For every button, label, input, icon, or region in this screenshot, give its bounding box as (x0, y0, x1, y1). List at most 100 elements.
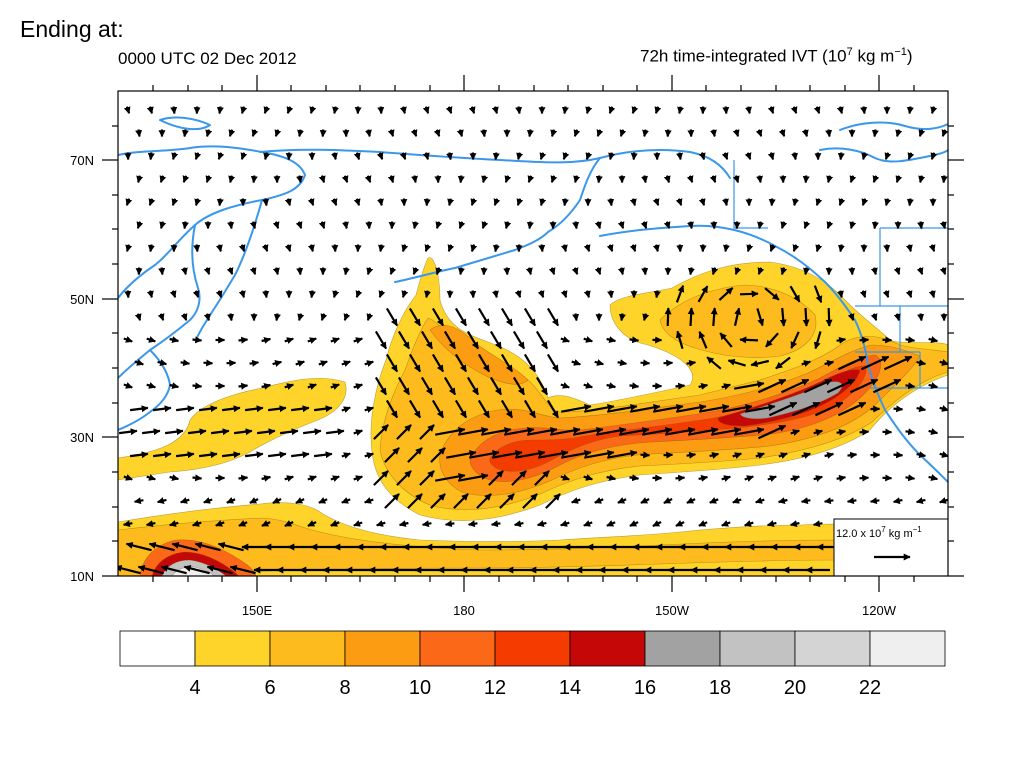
ivt-vector-arrow (757, 424, 787, 440)
ivt-vector-arrow (825, 129, 833, 138)
ivt-vector-arrow (198, 405, 218, 413)
ivt-vector-arrow (244, 451, 264, 459)
ivt-vector-arrow (663, 221, 671, 229)
ivt-vector-arrow (135, 129, 143, 138)
ivt-vector-arrow (124, 290, 132, 299)
coastline-arctic-islands (159, 116, 948, 131)
ivt-vector-arrow (387, 129, 395, 137)
ivt-vector-arrow (431, 307, 445, 327)
ivt-vector-arrow (512, 376, 526, 396)
ivt-vector-arrow (353, 198, 361, 206)
ivt-vector-arrow (803, 267, 810, 276)
coastline-siberia-north (259, 148, 731, 179)
ivt-vector-arrow (722, 403, 753, 413)
ivt-vector-arrow (640, 451, 651, 459)
ivt-vector-arrow (262, 290, 270, 299)
ivt-vector-arrow (815, 198, 823, 206)
ivt-vector-arrow (523, 353, 537, 373)
lon-label-180: 180 (453, 603, 475, 618)
ivt-vector-arrow (408, 399, 422, 419)
ivt-vector-arrow (688, 267, 695, 276)
ivt-vector-arrow (431, 399, 445, 419)
ivt-vector-arrow (397, 330, 411, 350)
ivt-vector-arrow (777, 497, 788, 505)
ivt-vector-arrow (631, 106, 639, 114)
ivt-vector-arrow (801, 452, 811, 459)
ivt-vector-arrow (686, 175, 694, 183)
ivt-vector-arrow (228, 175, 236, 184)
ivt-vector-arrow (779, 307, 787, 327)
ivt-vector-arrow (826, 378, 856, 394)
ivt-vector-arrow (869, 497, 880, 505)
ivt-vector-arrow (687, 221, 694, 230)
ivt-vector-arrow (500, 307, 514, 327)
coastline-japan (118, 349, 171, 431)
ivt-vector-arrow (697, 285, 709, 303)
ivt-vector-arrow (537, 290, 545, 298)
ivt-vector-arrow (240, 106, 248, 115)
coastline-arctic-islands-2 (819, 147, 948, 163)
ivt-vector-arrow (675, 520, 685, 527)
ivt-vector-arrow (504, 221, 512, 230)
ivt-vector-arrow (561, 403, 592, 413)
ivt-vector-arrow (792, 244, 800, 252)
ivt-vector-arrow (238, 474, 249, 482)
ivt-vector-arrow (664, 129, 672, 138)
colorbar-label: 6 (264, 677, 275, 699)
ivt-vector-arrow (837, 152, 845, 161)
ivt-vector-arrow (596, 426, 627, 436)
ivt-vector-arrow (939, 405, 948, 412)
ivt-vector-arrow (941, 129, 948, 137)
ivt-vector-arrow (916, 405, 927, 413)
ivt-vector-arrow (407, 447, 423, 463)
ivt-vector-arrow (504, 175, 512, 183)
ivt-vector-arrow (180, 359, 191, 367)
ivt-vector-arrow (504, 426, 535, 436)
ivt-vector-arrow (721, 152, 729, 160)
ivt-vector-arrow (606, 244, 614, 252)
ivt-vector-arrow (698, 152, 706, 161)
ivt-vector-arrow (734, 267, 742, 275)
ivt-vector-arrow (364, 406, 374, 413)
ivt-vector-arrow (641, 175, 648, 184)
lat-label-50n: 50N (70, 292, 94, 307)
ivt-vector-arrow (374, 376, 388, 396)
ivt-vector-arrow (366, 267, 374, 276)
ivt-vector-arrow (916, 451, 927, 459)
ivt-vector-arrow (641, 267, 649, 276)
ivt-vector-arrow (203, 313, 211, 322)
ivt-vector-arrow (503, 267, 511, 276)
ivt-vector-arrow (801, 129, 809, 138)
ivt-vector-arrow (332, 106, 339, 115)
ivt-vector-arrow (481, 175, 489, 184)
ivt-vector-arrow (307, 337, 317, 344)
ivt-vector-arrow (192, 336, 203, 344)
lat-labels: 70N 50N 30N 10N (70, 153, 94, 584)
ivt-vector-arrow (318, 360, 328, 367)
ivt-vector-arrow (412, 221, 419, 230)
ivt-vector-arrow (160, 564, 187, 575)
ivt-vector-arrow (571, 267, 579, 275)
ivt-vector-arrow (780, 267, 788, 276)
lat-ticks (102, 125, 964, 577)
ivt-vector-arrow (548, 267, 556, 275)
ivt-vector-arrow (709, 497, 719, 504)
ivt-vector-arrow (215, 244, 223, 253)
ivt-vector-arrow (251, 129, 259, 137)
lat-label-30n: 30N (70, 430, 94, 445)
reference-vector-box: 12.0 x 107 kg m−1 (833, 518, 949, 577)
ivt-vector-arrow (583, 382, 593, 389)
ivt-vector-arrow (918, 175, 926, 184)
ivt-vector-arrow (790, 429, 800, 436)
ivt-vector-arrow (125, 541, 152, 552)
ivt-vector-arrow (458, 267, 465, 276)
ivt-vector-arrow (677, 106, 684, 115)
ivt-vector-arrow (721, 475, 731, 482)
colorbar-label: 14 (559, 677, 581, 699)
ivt-vector-arrow (407, 493, 423, 509)
ivt-vector-arrow (159, 221, 167, 230)
ivt-vector-arrow (780, 221, 788, 229)
ivt-vector-arrow (249, 267, 257, 275)
ivt-vector-arrow (836, 106, 844, 115)
